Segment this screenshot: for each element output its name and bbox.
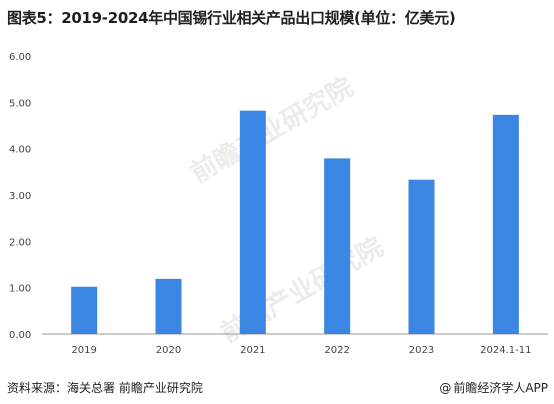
x-tick-label: 2021 — [240, 345, 265, 356]
bar — [324, 158, 351, 334]
x-tick-label: 2023 — [409, 345, 434, 356]
at-icon: @ — [439, 381, 452, 395]
footer: 资料来源：海关总署 前瞻产业研究院 @ 前瞻经济学人APP — [0, 374, 554, 404]
x-tick-label: 2020 — [156, 345, 181, 356]
bar-chart: 0.00 1.00 2.00 3.00 4.00 5.00 6.00 2019 2020 202… — [9, 52, 548, 356]
y-axis: 0.00 1.00 2.00 3.00 4.00 5.00 6.00 — [9, 52, 31, 341]
x-axis: 2019 2020 2021 2022 2023 2024.1-11 — [71, 345, 531, 356]
x-tick-label: 2019 — [71, 345, 96, 356]
x-tick-label: 2024.1-11 — [480, 345, 531, 356]
bars — [71, 110, 519, 335]
y-tick-label: 4.00 — [9, 145, 31, 156]
brand-label: 前瞻经济学人APP — [453, 381, 548, 395]
brand: @ 前瞻经济学人APP — [439, 379, 548, 396]
y-tick-label: 6.00 — [9, 52, 31, 63]
source-note: 资料来源：海关总署 前瞻产业研究院 — [7, 381, 203, 395]
y-tick-label: 5.00 — [9, 98, 31, 109]
bar — [408, 179, 435, 334]
x-tick-label: 2022 — [324, 345, 349, 356]
bar — [492, 114, 519, 335]
bar — [155, 278, 182, 334]
y-tick-label: 2.00 — [9, 237, 31, 248]
y-tick-label: 0.00 — [9, 330, 31, 341]
bar — [71, 286, 98, 334]
y-tick-label: 1.00 — [9, 284, 31, 295]
y-tick-label: 3.00 — [9, 191, 31, 202]
chart-title: 图表5：2019-2024年中国锡行业相关产品出口规模(单位：亿美元) — [7, 9, 456, 27]
bar — [239, 110, 266, 334]
